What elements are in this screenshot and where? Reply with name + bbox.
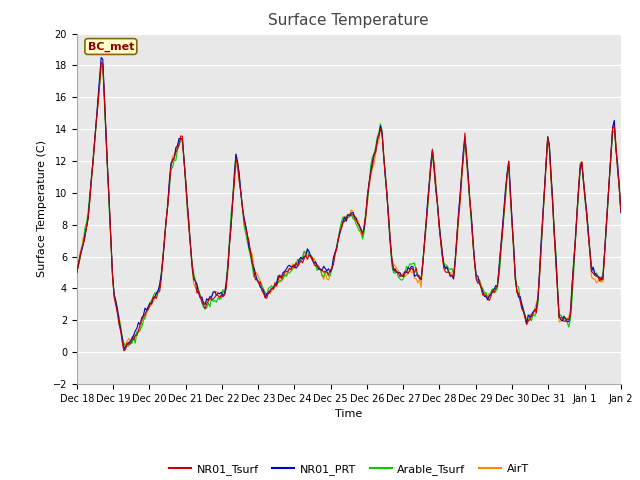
Y-axis label: Surface Temperature (C): Surface Temperature (C) xyxy=(37,140,47,277)
Legend: NR01_Tsurf, NR01_PRT, Arable_Tsurf, AirT: NR01_Tsurf, NR01_PRT, Arable_Tsurf, AirT xyxy=(164,460,533,480)
Title: Surface Temperature: Surface Temperature xyxy=(269,13,429,28)
Text: BC_met: BC_met xyxy=(88,41,134,52)
X-axis label: Time: Time xyxy=(335,409,362,419)
